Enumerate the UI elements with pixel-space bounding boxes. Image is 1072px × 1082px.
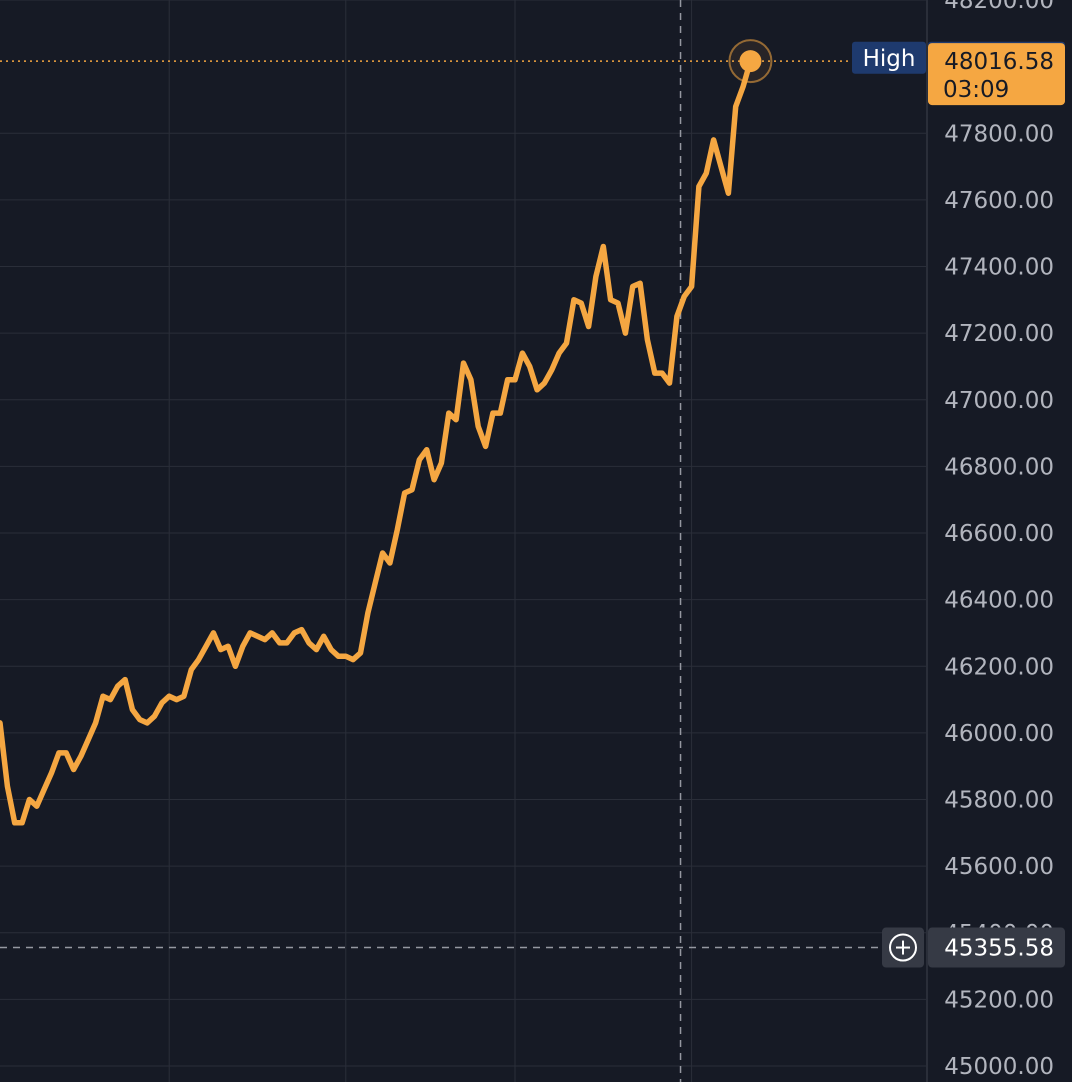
price-series-line [0, 58, 754, 826]
grid-lines [0, 0, 927, 1082]
y-tick-label: 47000.00 [944, 388, 1054, 414]
y-tick-label: 45000.00 [944, 1054, 1054, 1080]
y-tick-label: 48200.00 [944, 0, 1054, 14]
y-tick-label: 46600.00 [944, 521, 1054, 547]
y-tick-label: 45800.00 [944, 788, 1054, 814]
countdown-timer: 03:09 [943, 77, 1009, 103]
crosshair-price-badge [928, 927, 1065, 968]
y-tick-label: 45600.00 [944, 854, 1054, 880]
last-point-marker [739, 50, 762, 73]
last-price-value: 48016.58 [944, 49, 1054, 75]
last-price-badge [928, 43, 1065, 106]
high-label-text: High [863, 46, 916, 72]
high-label-badge [852, 41, 926, 74]
series-layer [0, 39, 773, 826]
plus-circle-icon[interactable] [889, 933, 917, 962]
crosshair [0, 0, 927, 1082]
y-tick-label: 46000.00 [944, 721, 1054, 747]
crosshair-price-text: 45355.58 [944, 936, 1054, 962]
y-tick-label: 46200.00 [944, 654, 1054, 680]
y-tick-label: 47200.00 [944, 321, 1054, 347]
y-tick-label: 46800.00 [944, 454, 1054, 480]
y-tick-label: 45200.00 [944, 987, 1054, 1013]
y-tick-label: 47600.00 [944, 188, 1054, 214]
y-tick-label: 47800.00 [944, 121, 1054, 147]
y-tick-label: 47400.00 [944, 255, 1054, 281]
y-tick-label: 46400.00 [944, 588, 1054, 614]
